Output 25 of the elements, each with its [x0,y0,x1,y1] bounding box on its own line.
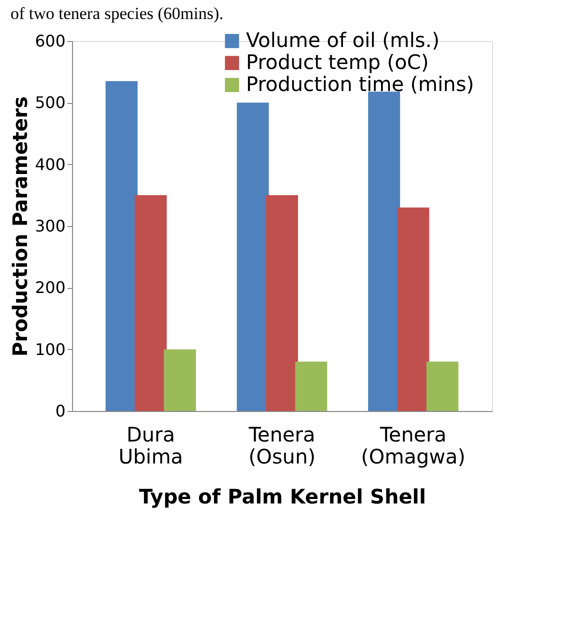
x-tick-label: Tenera (Osun) [248,422,316,468]
y-tick-label: 200 [34,278,66,298]
bar [426,362,458,411]
bar [295,362,328,411]
legend-label: Production time (mins) [246,72,474,96]
legend-label: Product temp (oC) [246,50,429,74]
x-axis-title: Type of Palm Kernel Shell [139,484,426,508]
bar [164,349,196,411]
bar [134,195,167,411]
bar [397,208,430,411]
y-tick-label: 400 [34,154,66,174]
y-tick-label: 100 [34,340,66,359]
bar [106,81,138,411]
y-tick-label: 600 [34,32,66,50]
x-tick-label: Tenera (Omagwa) [361,422,466,468]
bar [236,102,269,411]
x-tick-label: Dura Ubima [118,422,184,468]
bar [266,195,298,411]
text: of two tenera species (60mins). [10,4,224,23]
y-tick-label: 500 [34,93,66,112]
y-tick-label: 0 [55,402,66,420]
bar [368,92,400,411]
legend-label: Volume of oil (mls.) [246,28,440,52]
y-axis-title: Production Parameters [8,96,32,357]
y-tick-label: 300 [34,216,66,236]
